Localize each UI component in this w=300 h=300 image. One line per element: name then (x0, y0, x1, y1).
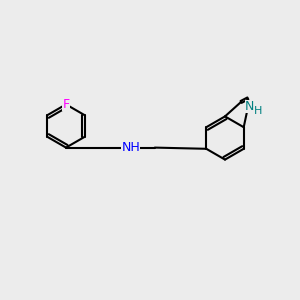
Text: F: F (62, 98, 70, 111)
Text: H: H (254, 106, 262, 116)
Text: N: N (245, 100, 254, 113)
Text: NH: NH (122, 141, 140, 154)
